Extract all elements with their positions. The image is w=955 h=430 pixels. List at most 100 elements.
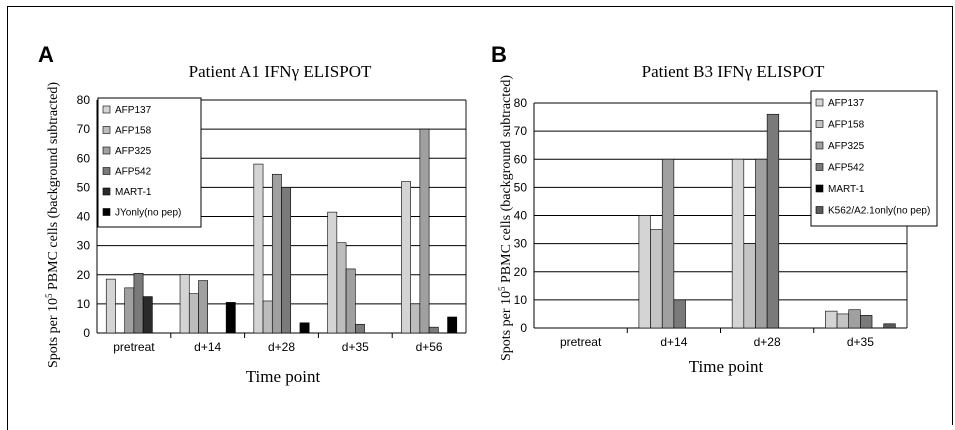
chart-b-title: Patient B3 IFNγ ELISPOT: [642, 62, 825, 81]
chart-b-bar: [638, 215, 651, 329]
chart-a-legend-swatch: [102, 105, 111, 114]
chart-a-bar: [105, 278, 116, 334]
chart-a-legend-entry: JYonly(no pep): [115, 208, 181, 219]
chart-b-bar: [650, 229, 663, 329]
chart-a-legend-swatch: [102, 126, 111, 134]
chart-a-ytick-label: 80: [77, 93, 91, 107]
chart-b-legend-swatch: [815, 184, 824, 193]
chart-b-bar: [731, 158, 745, 329]
chart-a-legend-entry: AFP325: [115, 146, 152, 157]
chart-a-ytick-label: 30: [77, 239, 91, 253]
chart-b-bar: [883, 323, 896, 329]
chart-a-bar: [419, 128, 430, 334]
chart-b-bar: [848, 309, 861, 329]
chart-b-bar: [673, 299, 686, 329]
chart-a-ytick-label: 20: [77, 268, 91, 282]
chart-b-ytick-label: 80: [514, 96, 528, 110]
chart-a-xtick-label: d+14: [194, 340, 221, 354]
chart-b-legend-swatch: [815, 206, 824, 214]
chart-a-legend: [97, 97, 202, 228]
chart-b-bar: [661, 158, 675, 329]
chart-a-legend-entry: AFP158: [115, 126, 152, 137]
chart-b-legend-swatch: [815, 98, 824, 107]
chart-a-bar: [447, 316, 458, 334]
chart-a-bar: [179, 274, 190, 334]
chart-b-legend-swatch: [815, 141, 824, 150]
chart-a-ytick-label: 70: [77, 122, 91, 136]
chart-b-xlabel: Time point: [689, 357, 764, 376]
chart-a-bar: [410, 303, 421, 334]
chart-a-bar: [345, 268, 356, 334]
chart-b-legend-entry: AFP137: [828, 98, 865, 109]
chart-a-bar: [124, 287, 135, 334]
chart-a-xlabel: Time point: [246, 367, 321, 386]
chart-b-bar: [755, 158, 768, 329]
chart-b-ytick-label: 30: [514, 237, 528, 251]
chart-a-bar: [271, 173, 282, 334]
chart-b-ytick-label: 40: [514, 209, 528, 223]
chart-a-ytick-label: 50: [77, 180, 91, 194]
chart-a-bar: [428, 326, 439, 334]
chart-a-xtick-label: d+35: [342, 340, 369, 354]
chart-b-xtick-label: d+28: [754, 335, 781, 349]
chart-a-bar: [225, 302, 236, 334]
chart-a-bar: [262, 300, 273, 334]
chart-a-ytick-label: 10: [77, 297, 91, 311]
chart-b-bar: [825, 310, 838, 329]
chart-a-legend-swatch: [102, 146, 111, 155]
chart-b-ytick-label: 20: [514, 265, 528, 279]
panel-letter-a: A: [38, 42, 54, 67]
chart-a-legend-swatch: [102, 187, 111, 196]
chart-a-ylabel: Spots per 105 PBMC cells (background sub…: [44, 82, 61, 368]
chart-a-bar: [354, 323, 365, 334]
chart-a-plot: 0 10 20 30 40 50 60 70 80 pretreat d+14 d+28 d+35 d+5…: [77, 93, 467, 354]
chart-a-title: Patient A1 IFNγ ELISPOT: [189, 62, 372, 81]
chart-b-legend-entry: AFP325: [828, 141, 865, 152]
chart-a-legend-entry: AFP137: [115, 105, 152, 116]
chart-a-xtick-label: d+56: [416, 340, 443, 354]
chart-a-legend-swatch: [102, 208, 111, 216]
chart-b-bar: [860, 315, 873, 329]
chart-b-ylabel: Spots per 105 PBMC cells (background sub…: [497, 75, 514, 361]
chart-a-bar: [133, 272, 144, 334]
chart-a-ytick-label: 60: [77, 151, 91, 165]
chart-b-xtick-label: d+14: [660, 335, 687, 349]
chart-a-bar: [253, 163, 264, 334]
chart-a-legend-entry: MART-1: [115, 187, 152, 198]
chart-a-bar: [336, 242, 347, 334]
chart-b-legend-swatch: [815, 163, 824, 171]
chart-b-ytick-label: 70: [514, 124, 528, 138]
chart-b-bar: [743, 243, 756, 329]
chart-b-bar: [836, 313, 850, 329]
chart-b-legend-entry: AFP158: [828, 120, 865, 131]
panel-letter-b: B: [491, 42, 507, 67]
chart-a-xtick-label: pretreat: [113, 340, 155, 354]
chart-b-bar: [766, 113, 780, 329]
chart-b-ytick-label: 60: [514, 152, 528, 166]
chart-a-bar: [188, 293, 199, 334]
chart-a-bar: [198, 280, 209, 334]
chart-b-plot: 0 10 20 30 40 50 60 70 80 pretreat d+14 d+28 d+35 AFP…: [514, 90, 938, 349]
chart-a-bar: [401, 181, 411, 334]
chart-a-legend-entry: AFP542: [115, 167, 152, 178]
chart-b-ytick-label: 10: [514, 293, 528, 307]
chart-a-bar: [142, 296, 153, 334]
chart-a-bar: [299, 322, 310, 334]
chart-b-xtick-label: pretreat: [560, 335, 602, 349]
chart-b-ytick-label: 0: [520, 321, 527, 335]
chart-b-legend: [810, 90, 938, 227]
chart-b-legend-swatch: [815, 120, 824, 128]
chart-b-ytick-label: 50: [514, 180, 528, 194]
chart-a-bar: [281, 187, 292, 334]
chart-a-legend-swatch: [102, 167, 111, 175]
chart-a-xtick-label: d+28: [268, 340, 295, 354]
chart-b-legend-entry: K562/A2.1only(no pep): [828, 206, 930, 217]
chart-a-bar: [327, 211, 338, 334]
figure-frame: [7, 6, 953, 425]
chart-b-legend-entry: AFP542: [828, 163, 865, 174]
chart-a-ytick-label: 0: [83, 326, 90, 340]
chart-b-legend-entry: MART-1: [828, 184, 865, 195]
chart-b-xtick-label: d+35: [847, 335, 874, 349]
chart-a-ytick-label: 40: [77, 210, 91, 224]
